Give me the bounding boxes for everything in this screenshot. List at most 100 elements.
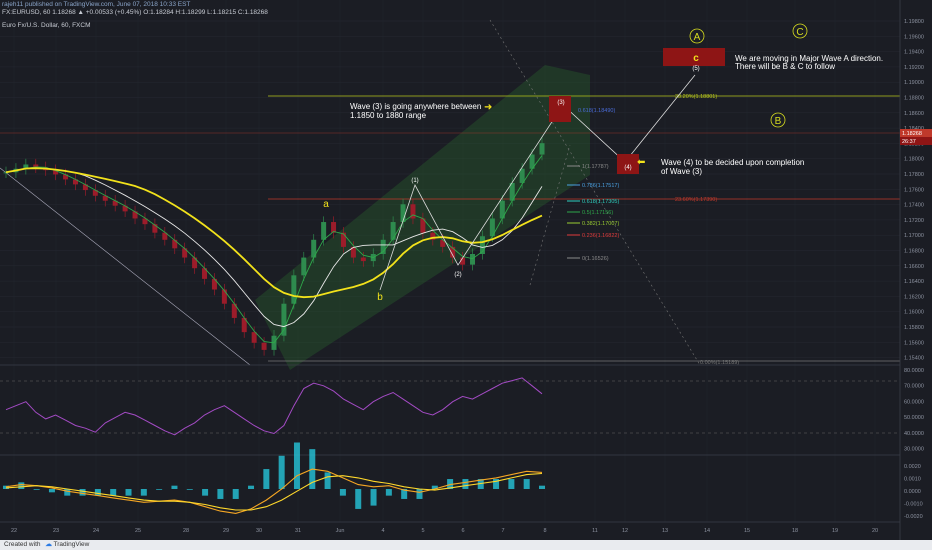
- ma-fast-line: [5, 155, 543, 344]
- descending-trendline: [0, 167, 251, 366]
- macd-tick-label: -0.0020: [904, 514, 923, 520]
- candle-body: [460, 257, 466, 265]
- candle-body: [231, 303, 237, 318]
- candle-body: [63, 174, 69, 180]
- macd-histogram-bar: [125, 489, 132, 496]
- fib-label: 38.20%(1.18801): [675, 94, 717, 100]
- footer-bar: Created with ☁ TradingView: [0, 540, 932, 550]
- candle-body: [112, 200, 118, 206]
- pair-title: Euro Fx/U.S. Dollar, 60, FXCM: [2, 22, 91, 29]
- candle-body: [142, 218, 148, 225]
- macd-histogram-bar: [33, 489, 40, 490]
- ticker-line: FX:EURUSD, 60 1.18268 ▲ +0.00533 (+0.45%…: [2, 9, 268, 16]
- price-tick-label: 1.19800: [904, 19, 924, 25]
- macd-tick-label: -0.0010: [904, 502, 923, 508]
- time-tick-label: 19: [832, 528, 838, 534]
- candle-body: [331, 222, 337, 233]
- tradingview-logo[interactable]: ☁: [45, 541, 52, 548]
- circle-A: [689, 28, 705, 44]
- rsi-tick-label: 50.0000: [904, 415, 924, 421]
- candle-body: [202, 268, 208, 279]
- wave-label-a: a: [323, 199, 329, 210]
- time-tick-label: 20: [872, 528, 878, 534]
- fib-label: 1(1.17787): [582, 164, 609, 170]
- candle-body: [82, 184, 88, 191]
- signal-line: [5, 472, 543, 511]
- price-tick-label: 1.19000: [904, 80, 924, 86]
- ma-mid-line: [5, 167, 543, 328]
- candle-body: [390, 222, 396, 240]
- candle-body: [509, 182, 515, 201]
- time-tick-label: 23: [53, 528, 59, 534]
- macd-histogram-bar: [493, 479, 500, 489]
- wave3-note-line1: Wave (3) is going anywhere between: [350, 102, 481, 111]
- candle-body: [440, 239, 446, 247]
- wave3-arrow-icon: ➜: [484, 102, 492, 113]
- price-tick-label: 1.17600: [904, 187, 924, 193]
- macd-axis: 0.0020 0.0010 0.0000 -0.0010 -0.0020: [904, 464, 923, 520]
- fib-label: 0.5(1.17156): [582, 210, 613, 216]
- countdown-label: 26:37: [902, 139, 916, 145]
- price-tick-label: 1.17000: [904, 233, 924, 239]
- grid-lines: [0, 20, 900, 358]
- wave3-note-line2: 1.1850 to 1880 range: [350, 111, 427, 120]
- candle-body: [92, 190, 98, 196]
- footer-brand[interactable]: TradingView: [53, 541, 90, 548]
- candle-body: [291, 275, 297, 304]
- fib-label: 23.60%(1.17390): [675, 197, 717, 203]
- wave-label-c: c: [693, 53, 699, 64]
- price-tick-label: 1.19200: [904, 65, 924, 71]
- macd-histogram-bar: [355, 489, 362, 509]
- fib-retracement-group: 38.20%(1.18801) 23.60%(1.17390) 0.00%(1.15…: [567, 94, 739, 366]
- candle-body: [470, 253, 476, 265]
- last-price-label: 1.18268: [902, 131, 922, 137]
- candle-body: [102, 195, 108, 201]
- price-tick-label: 1.16600: [904, 264, 924, 270]
- wave-label-4: (4): [624, 165, 631, 171]
- macd-histogram-bar: [48, 489, 55, 493]
- price-tick-label: 1.16200: [904, 294, 924, 300]
- candle-body: [162, 232, 168, 240]
- time-tick-label: 4: [381, 528, 384, 534]
- wave-label-2: (2): [454, 272, 461, 278]
- time-tick-label: 11: [592, 528, 598, 534]
- rsi-tick-label: 60.0000: [904, 399, 924, 405]
- circle-B: [770, 112, 786, 128]
- major-note-line2: There will be B & C to follow: [735, 62, 835, 71]
- time-tick-label: 12: [622, 528, 628, 534]
- publisher-line[interactable]: rajeh11 published on TradingView.com, Ju…: [2, 1, 191, 8]
- rsi-line: [5, 377, 543, 436]
- macd-histogram-bar: [248, 485, 255, 489]
- candle-body: [321, 222, 327, 240]
- price-tick-label: 1.17200: [904, 218, 924, 224]
- circle-label-C: C: [796, 27, 803, 38]
- candle-body: [430, 232, 436, 240]
- candle-body: [241, 317, 247, 333]
- rsi-axis: 80.0000 70.0000 60.0000 50.0000 40.0000 30.00…: [904, 368, 924, 453]
- candle-body: [380, 239, 386, 254]
- time-tick-label: 29: [223, 528, 229, 534]
- price-tick-label: 1.15800: [904, 325, 924, 331]
- candle-body: [172, 239, 178, 249]
- circle-C: [792, 23, 808, 39]
- wave3-target-box: [549, 96, 571, 122]
- wave-label-5: (5): [692, 66, 699, 72]
- wave-label-3: (3): [557, 100, 564, 106]
- dashed-trendline-1: [489, 19, 701, 366]
- candle-body: [122, 205, 128, 212]
- macd-histogram-bar: [110, 489, 117, 496]
- macd-histogram-bar: [202, 489, 209, 496]
- candle-body: [72, 179, 78, 185]
- candle-body: [221, 289, 227, 304]
- macd-histogram-bar: [539, 485, 545, 489]
- price-tick-label: 1.17400: [904, 203, 924, 209]
- fib-label: 0.236(1.16822): [582, 233, 619, 239]
- time-tick-label: 25: [135, 528, 141, 534]
- candle-body: [420, 218, 426, 233]
- candle-body: [450, 246, 456, 258]
- candle-body: [410, 204, 416, 219]
- candle-body: [529, 154, 535, 169]
- candle-body: [499, 200, 505, 219]
